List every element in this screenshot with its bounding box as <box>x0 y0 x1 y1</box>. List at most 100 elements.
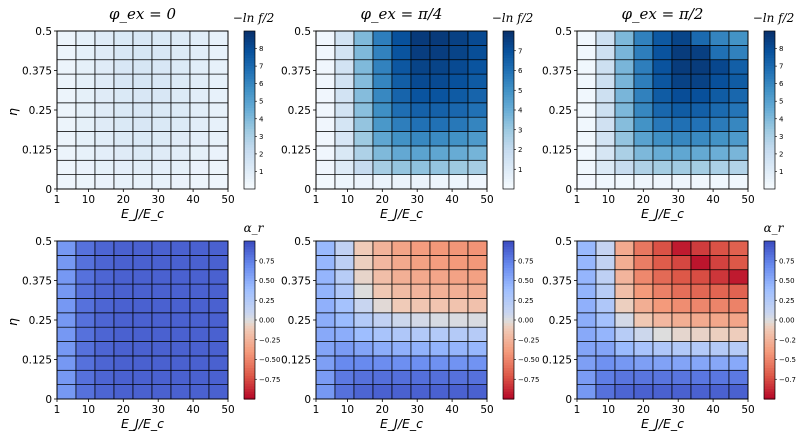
colorbar-segment <box>244 301 255 305</box>
colorbar-segment <box>764 314 775 318</box>
colorbar-segment <box>503 380 514 384</box>
colorbar-segment <box>244 288 255 292</box>
heatmap-cell <box>595 255 616 271</box>
heatmap-cell <box>151 145 172 161</box>
heatmap-cell <box>132 255 153 271</box>
heatmap-cell <box>113 131 134 147</box>
heatmap-cell <box>595 240 616 256</box>
colorbar-segment <box>503 327 514 332</box>
y-tick-label: 0.125 <box>22 145 52 157</box>
heatmap-cell <box>690 59 711 75</box>
heatmap-cell <box>690 312 711 328</box>
x-tick-label: 1 <box>574 194 581 206</box>
heatmap-cell <box>448 159 469 175</box>
colorbar-segment <box>244 154 255 158</box>
colorbar-segment <box>244 327 255 332</box>
heatmap-cell <box>56 355 77 371</box>
heatmap-cell <box>429 45 450 61</box>
colorbar-segment <box>503 65 514 69</box>
heatmap-cell <box>75 355 96 371</box>
heatmap-cell <box>315 369 336 385</box>
heatmap-cell <box>170 102 191 118</box>
heatmap-cell <box>315 159 336 175</box>
heatmap-cell <box>595 116 616 132</box>
heatmap-cell <box>94 384 115 400</box>
colorbar-segment <box>244 88 255 93</box>
heatmap-cell <box>467 30 488 46</box>
colorbar-segment <box>244 377 255 382</box>
heatmap-cell <box>56 341 77 357</box>
heatmap-cell <box>633 240 654 256</box>
colorbar-segment <box>764 385 775 390</box>
colorbar-tick-label: 4 <box>779 115 784 123</box>
heatmap-cell <box>94 88 115 104</box>
colorbar-segment <box>764 312 775 316</box>
colorbar-segment <box>503 269 514 274</box>
heatmap-cell <box>633 45 654 61</box>
heatmap-cell <box>189 369 210 385</box>
colorbar-segment <box>244 102 255 106</box>
heatmap-cell <box>652 355 673 371</box>
heatmap-cell <box>56 255 77 271</box>
heatmap-cell <box>467 269 488 285</box>
colorbar-tick-label: 6 <box>259 80 264 88</box>
colorbar-tick-label: 0.75 <box>779 257 795 265</box>
heatmap-cell <box>353 102 374 118</box>
colorbar-segment <box>244 272 255 276</box>
colorbar-segment <box>503 41 514 45</box>
colorbar-segment <box>503 186 514 190</box>
x-tick-label: 10 <box>341 194 354 206</box>
colorbar-label: −ln f/2 <box>753 11 795 25</box>
heatmap-cell <box>334 159 355 175</box>
colorbar-segment <box>764 393 775 397</box>
x-tick-label: 1 <box>574 404 581 416</box>
colorbar-segment <box>244 62 255 66</box>
heatmap-cell <box>576 174 597 190</box>
colorbar-segment <box>503 81 514 85</box>
x-axis-label: E_J/E_c <box>641 416 684 431</box>
heatmap-cell <box>170 298 191 314</box>
heatmap-cell <box>170 59 191 75</box>
heatmap-cell <box>113 30 134 46</box>
heatmap-cell <box>151 240 172 256</box>
heatmap-cell <box>429 298 450 314</box>
y-tick-label: 0.25 <box>29 105 52 117</box>
heatmap-cell <box>467 174 488 190</box>
colorbar-segment <box>764 160 775 164</box>
colorbar-segment <box>503 178 514 182</box>
colorbar-segment <box>764 283 775 287</box>
heatmap-cell <box>467 88 488 104</box>
colorbar-segment <box>764 388 775 392</box>
colorbar-segment <box>244 52 255 56</box>
colorbar-segment <box>764 162 775 166</box>
heatmap-cell <box>75 59 96 75</box>
colorbar-segment <box>244 335 255 340</box>
heatmap-cell <box>372 30 393 46</box>
heatmap-cell <box>709 145 730 161</box>
colorbar-segment <box>764 178 775 182</box>
heatmap-cell <box>151 73 172 89</box>
heatmap-cell <box>410 312 431 328</box>
y-tick-label: 0.375 <box>281 66 311 78</box>
heatmap-cell <box>410 59 431 75</box>
heatmap-cell <box>576 341 597 357</box>
colorbar-segment <box>764 154 775 158</box>
x-tick-label: 30 <box>152 404 165 416</box>
heatmap-cell <box>56 298 77 314</box>
heatmap-cell <box>334 59 355 75</box>
heatmap-cell <box>690 145 711 161</box>
heatmap-cell <box>353 298 374 314</box>
heatmap-cell <box>728 88 749 104</box>
colorbar-segment <box>503 136 514 140</box>
colorbar-segment <box>503 96 514 101</box>
heatmap-cell <box>334 269 355 285</box>
colorbar-tick-label: 0.50 <box>779 277 795 285</box>
heatmap-cell <box>709 30 730 46</box>
colorbar-segment <box>503 86 514 90</box>
heatmap-cell <box>315 255 336 271</box>
heatmap-cell <box>132 116 153 132</box>
heatmap-cell <box>595 73 616 89</box>
heatmap-cell <box>410 283 431 299</box>
heatmap-cell <box>391 30 412 46</box>
heatmap-cell <box>353 131 374 147</box>
